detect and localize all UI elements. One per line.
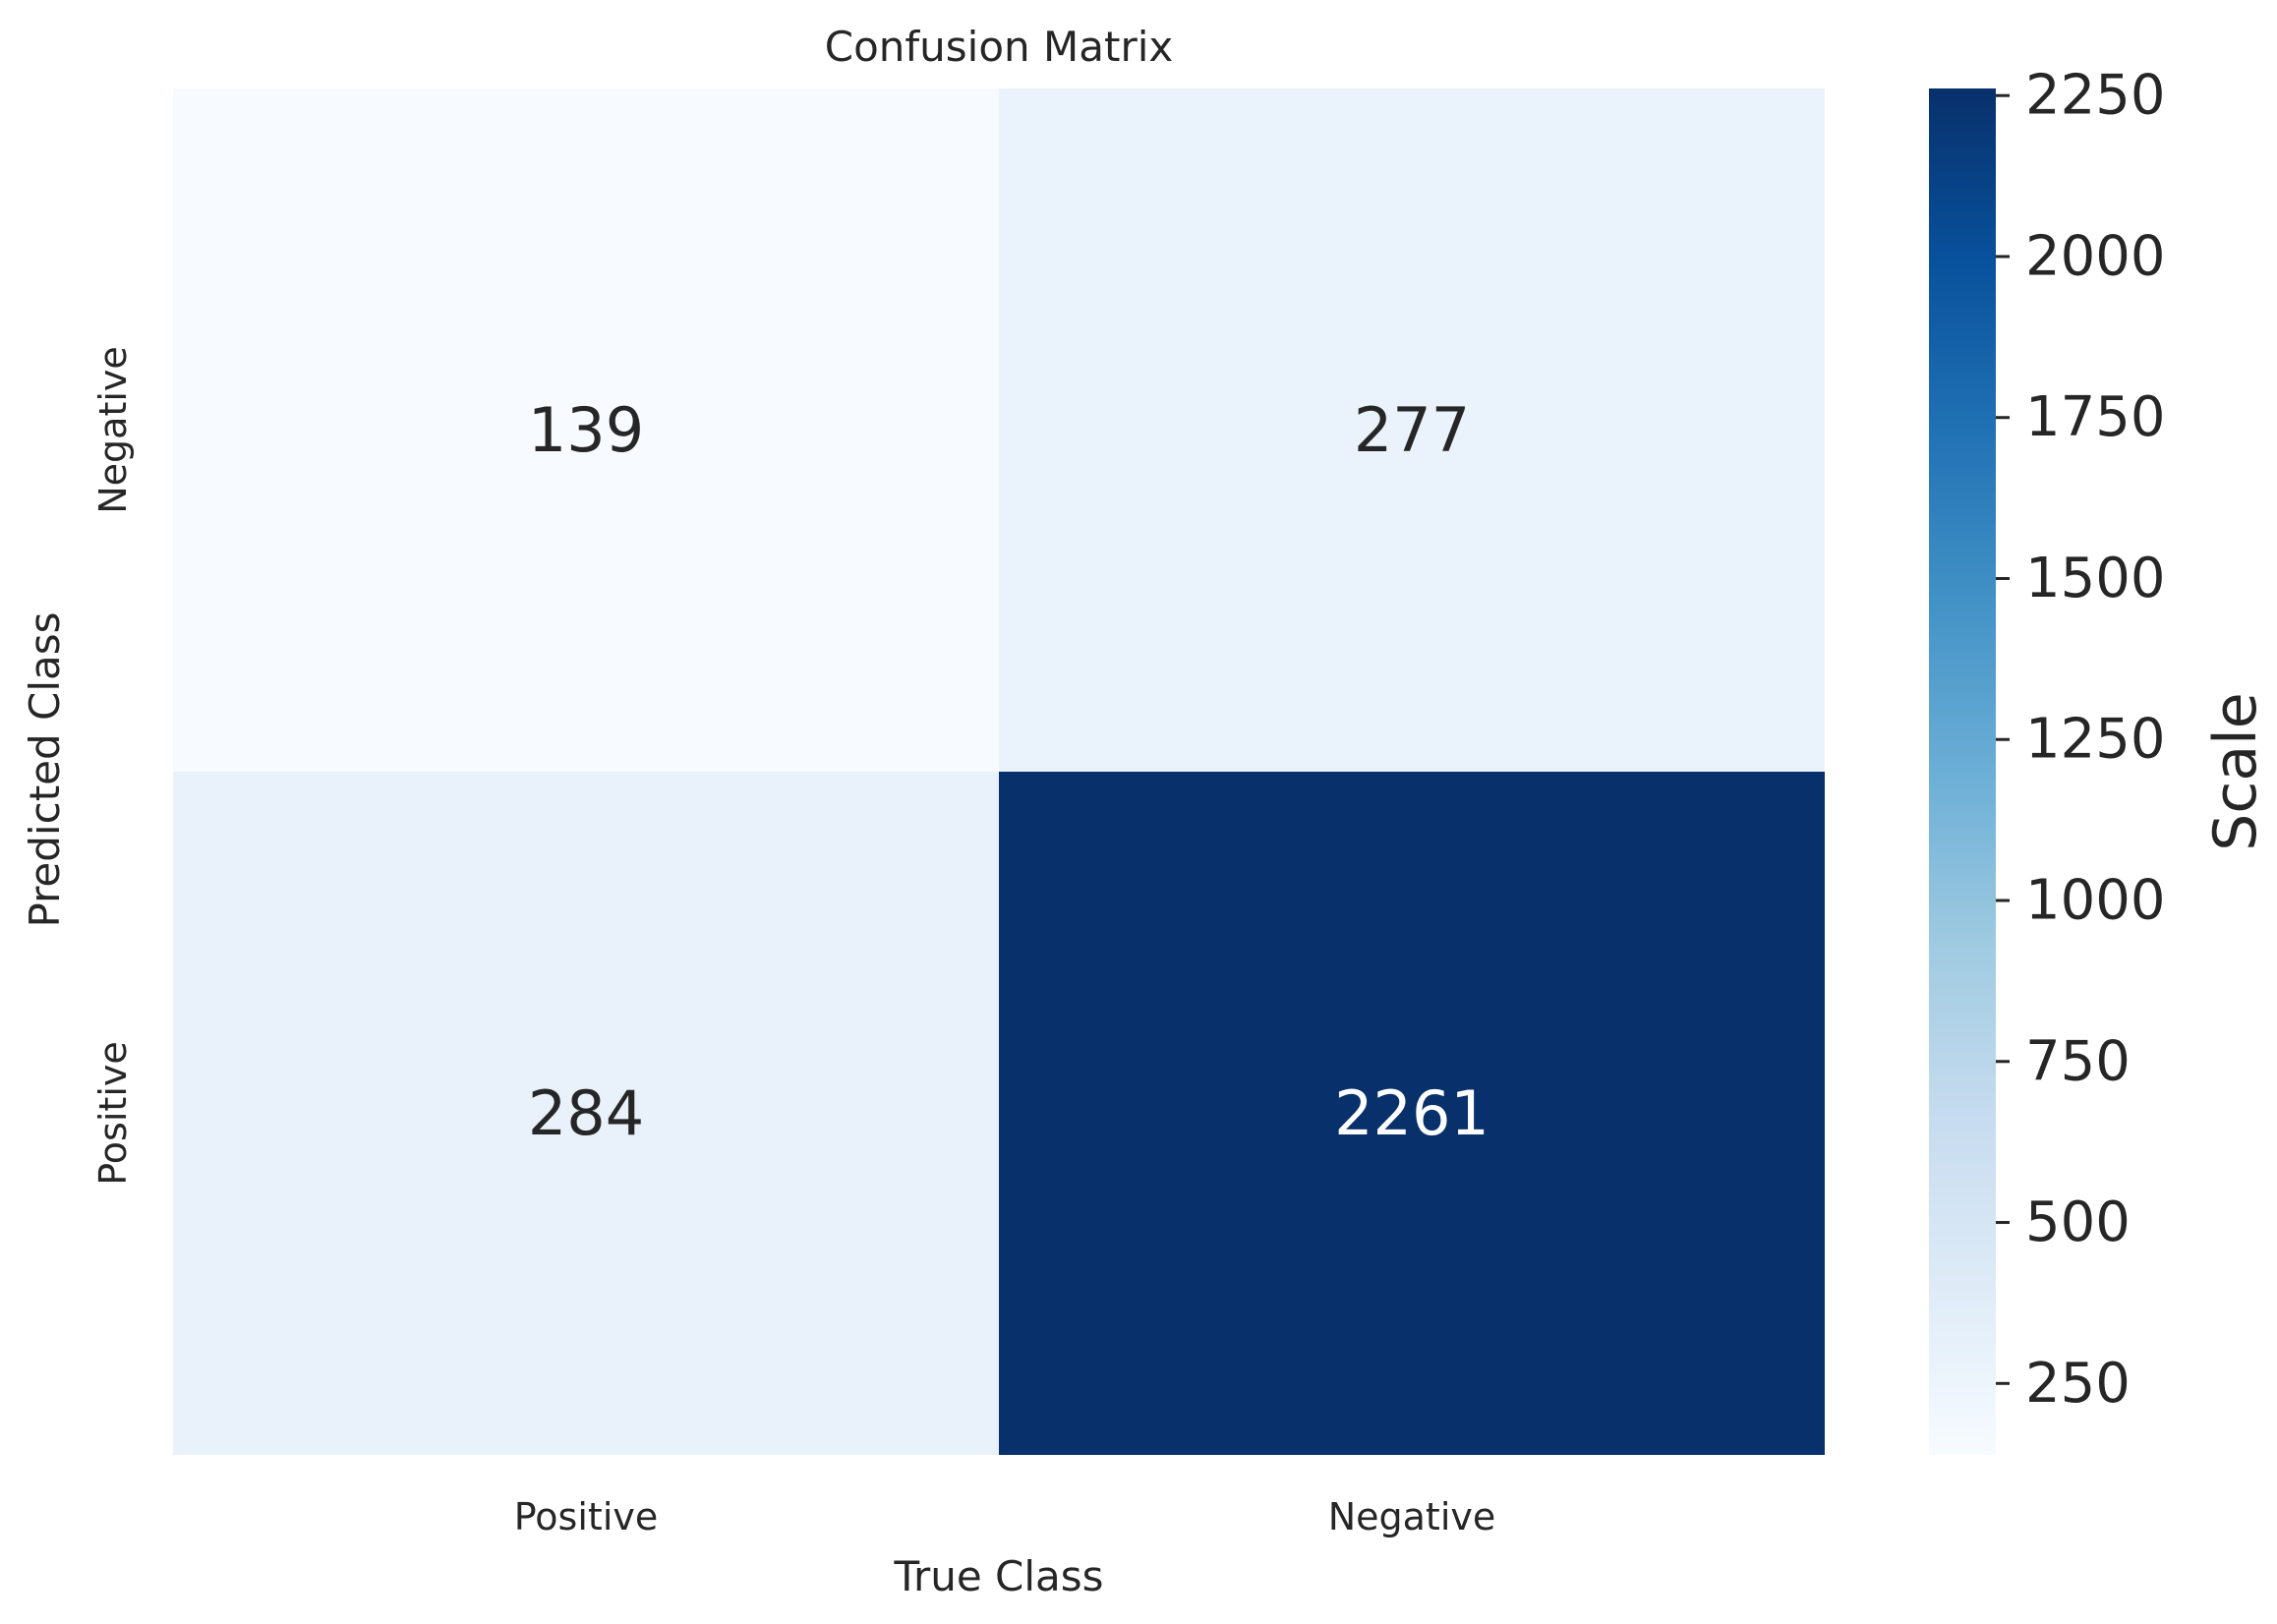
cell-value-label: 277 [1354, 394, 1470, 466]
colorbar-tick-label: 1250 [2025, 708, 2166, 772]
y-axis-label: Predicted Class [21, 611, 69, 927]
colorbar-tick-label: 2250 [2025, 64, 2166, 128]
colorbar-tick-label: 1750 [2025, 385, 2166, 449]
y-axis-ticks: Negative Positive [91, 346, 135, 1186]
colorbar-tick-label: 250 [2025, 1352, 2131, 1416]
colorbar-tick-label: 750 [2025, 1029, 2131, 1093]
heatmap-cell-labels: 139 277 284 2261 [528, 394, 1489, 1149]
heatmap-cell [999, 772, 1825, 1455]
x-tick-label: Positive [514, 1495, 659, 1538]
x-tick-label: Negative [1328, 1495, 1496, 1538]
x-axis-ticks: Positive Negative [514, 1495, 1496, 1538]
colorbar-tick-label: 1000 [2025, 869, 2166, 933]
colorbar-tick-label: 500 [2025, 1190, 2131, 1254]
heatmap-cell [999, 88, 1825, 772]
heatmap-cells [173, 88, 1825, 1455]
colorbar-label: Scale [2201, 692, 2270, 850]
heatmap-cell [173, 88, 999, 772]
y-tick-label: Positive [91, 1041, 135, 1186]
colorbar [1929, 88, 1996, 1455]
colorbar-ticks: 250 500 750 1000 1250 1500 1750 2000 2250 [1996, 64, 2166, 1416]
cell-value-label: 2261 [1334, 1077, 1489, 1149]
colorbar-tick-label: 2000 [2025, 224, 2166, 288]
heatmap-cell [173, 772, 999, 1455]
chart-title: Confusion Matrix [825, 23, 1174, 71]
colorbar-tick-label: 1500 [2025, 547, 2166, 610]
cell-value-label: 139 [528, 394, 644, 466]
cell-value-label: 284 [528, 1077, 644, 1149]
y-tick-label: Negative [91, 346, 135, 514]
x-axis-label: True Class [893, 1552, 1103, 1600]
